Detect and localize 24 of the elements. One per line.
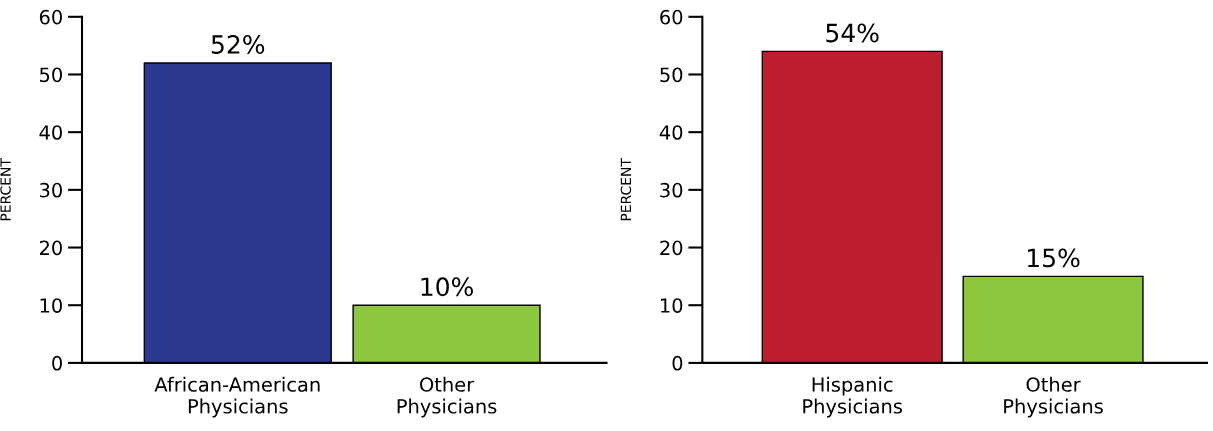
y-tick-label: 60 — [39, 9, 62, 25]
y-tick-label: 40 — [39, 125, 62, 140]
y-tick-label: 10 — [40, 298, 62, 313]
y-tick-label: 0 — [52, 355, 62, 371]
y-tick-label: 20 — [39, 240, 62, 256]
x-tick-label: Other Physicians — [1004, 376, 1103, 418]
data-label: 52% — [211, 35, 265, 54]
y-tick-label: 0 — [672, 355, 683, 371]
data-label: 54% — [826, 23, 879, 43]
x-tick-label: Other Physicians — [397, 376, 497, 418]
x-tick-label: African-American Physicians — [154, 376, 320, 418]
y-tick-label: 30 — [39, 182, 62, 198]
y-tick-label: 50 — [660, 67, 683, 83]
y-axis-title: PERCENT — [0, 158, 11, 221]
y-axis-title: PERCENT — [620, 158, 632, 221]
data-label: 10% — [421, 277, 473, 297]
y-tick-label: 50 — [40, 67, 62, 83]
y-tick-label: 20 — [660, 240, 683, 256]
x-tick-label: Hispanic Physicians — [803, 376, 903, 418]
y-tick-label: 30 — [660, 182, 683, 198]
data-label: 15% — [1028, 248, 1080, 268]
y-tick-label: 60 — [660, 9, 683, 25]
y-tick-label: 10 — [660, 298, 683, 313]
y-tick-label: 40 — [659, 125, 683, 140]
